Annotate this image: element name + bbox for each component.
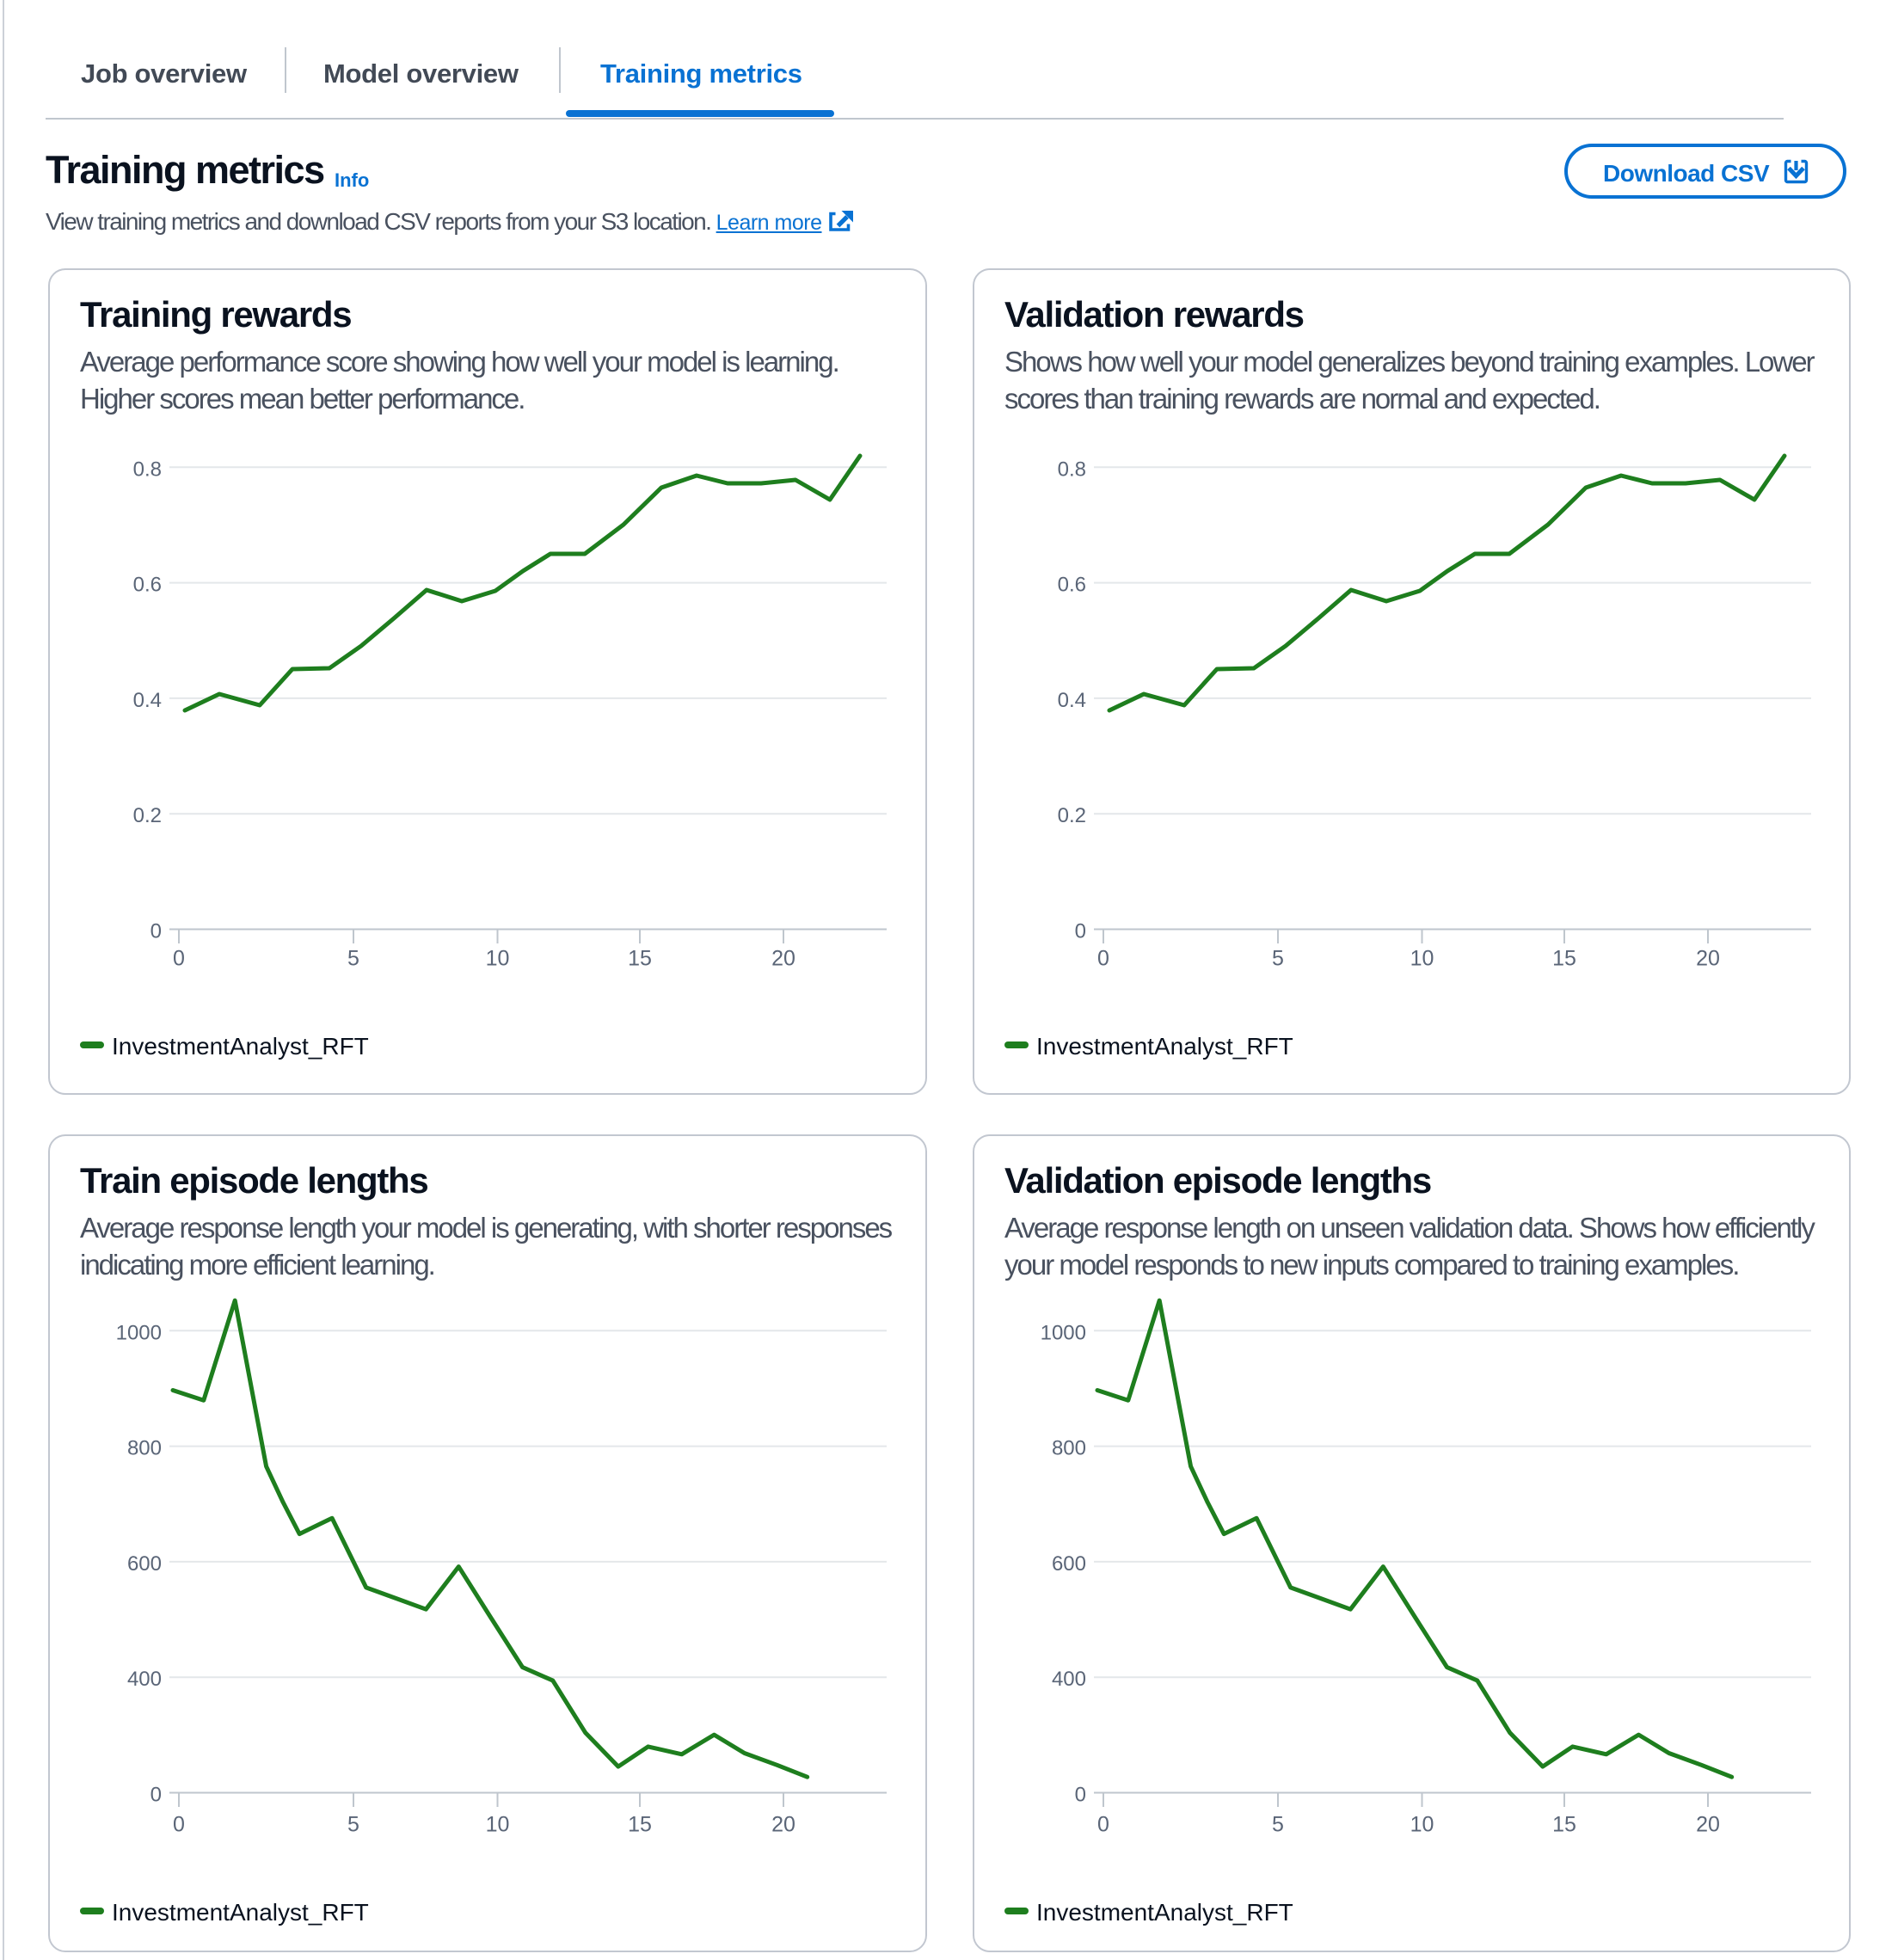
svg-text:15: 15: [628, 947, 652, 971]
svg-text:0.2: 0.2: [1058, 804, 1086, 827]
svg-text:0.4: 0.4: [133, 689, 162, 712]
svg-text:800: 800: [127, 1437, 162, 1460]
svg-text:0.6: 0.6: [1058, 574, 1086, 597]
svg-text:0: 0: [173, 1813, 185, 1837]
svg-text:0.2: 0.2: [133, 804, 162, 827]
svg-text:15: 15: [1552, 1813, 1576, 1837]
svg-text:5: 5: [1272, 947, 1284, 971]
svg-text:1000: 1000: [1041, 1321, 1086, 1344]
svg-text:800: 800: [1052, 1437, 1086, 1460]
svg-text:0: 0: [1097, 947, 1109, 971]
svg-text:600: 600: [127, 1552, 162, 1576]
svg-text:600: 600: [1052, 1552, 1086, 1576]
svg-text:0: 0: [150, 920, 162, 943]
svg-text:0: 0: [150, 1784, 162, 1807]
svg-text:10: 10: [1410, 1813, 1434, 1837]
svg-text:15: 15: [1552, 947, 1576, 971]
svg-text:0.8: 0.8: [133, 458, 162, 481]
svg-text:20: 20: [1696, 1813, 1720, 1837]
svg-text:400: 400: [127, 1668, 162, 1691]
svg-text:20: 20: [771, 1813, 795, 1837]
svg-text:15: 15: [628, 1813, 652, 1837]
svg-text:0: 0: [1075, 920, 1086, 943]
svg-text:0: 0: [1075, 1784, 1086, 1807]
svg-text:0.8: 0.8: [1058, 458, 1086, 481]
svg-text:1000: 1000: [116, 1321, 162, 1344]
svg-text:0.6: 0.6: [133, 574, 162, 597]
svg-text:10: 10: [1410, 947, 1434, 971]
svg-text:5: 5: [347, 947, 359, 971]
svg-text:10: 10: [486, 1813, 510, 1837]
svg-text:20: 20: [771, 947, 795, 971]
svg-text:0: 0: [1097, 1813, 1109, 1837]
svg-text:20: 20: [1696, 947, 1720, 971]
svg-text:10: 10: [486, 947, 510, 971]
svg-text:5: 5: [1272, 1813, 1284, 1837]
svg-text:0: 0: [173, 947, 185, 971]
svg-text:0.4: 0.4: [1058, 689, 1086, 712]
svg-text:400: 400: [1052, 1668, 1086, 1691]
svg-text:5: 5: [347, 1813, 359, 1837]
